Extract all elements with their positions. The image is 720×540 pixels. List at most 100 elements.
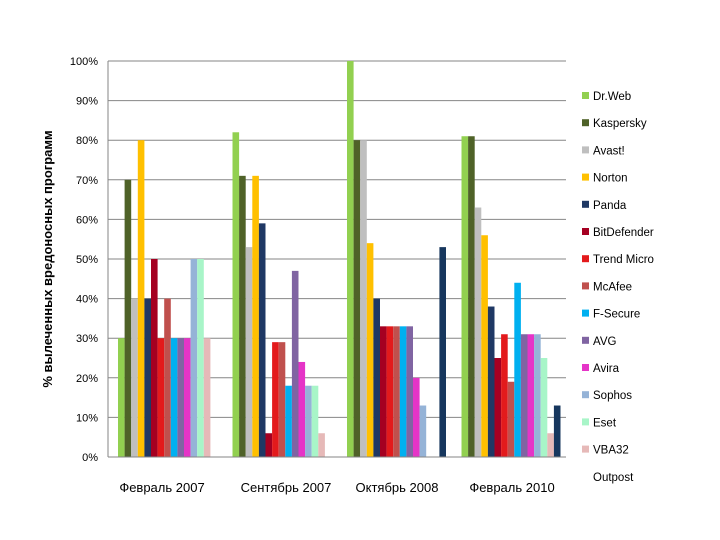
bar-dr-web-1 [232,132,240,457]
bar-outpost-2 [439,247,446,457]
bar-avg-0 [177,338,184,457]
legend-item: McAfee [582,281,632,293]
bar-bitdefender-2 [380,326,387,457]
bar-trend-micro-1 [272,342,279,457]
bar-sophos-0 [190,259,198,457]
legend-label: Sophos [593,390,632,402]
bar-vba32-1 [318,433,325,457]
legend-label: BitDefender [593,227,654,239]
legend-item: Dr.Web [582,91,631,103]
legend-swatch [582,309,589,317]
legend-label: F-Secure [593,309,640,321]
bar-vba32-0 [203,338,211,457]
bar-dr-web-2 [347,61,354,457]
legend-swatch [582,228,589,235]
legend-label: Outpost [593,472,634,484]
bar-avast--2 [360,140,367,457]
bar-mcafee-0 [164,298,171,457]
bar-sophos-1 [305,385,312,457]
legend-swatch [582,336,589,344]
bar-norton-1 [252,175,259,457]
legend-swatch [582,255,589,263]
y-tick-label: 80% [76,135,98,147]
legend-item: Kaspersky [582,118,647,130]
bar-avira-2 [413,377,420,457]
axes [107,61,566,458]
y-tick-label: 30% [76,333,98,345]
bar-avg-2 [406,326,413,457]
bars [118,61,561,458]
legend-label: Avira [593,363,620,375]
y-tick-label: 20% [76,373,98,385]
bar-eset-1 [311,385,319,457]
bar-mcafee-1 [278,342,286,457]
y-tick-label: 10% [76,412,98,424]
legend-item: Panda [582,200,627,212]
y-tick-label: 50% [76,254,98,266]
bar-sophos-3 [534,334,541,457]
x-tick-label: Февраль 2007 [119,480,204,495]
legend-item: AVG [582,336,616,348]
legend-label: Dr.Web [593,91,631,103]
bar-kaspersky-1 [239,175,246,457]
legend-swatch [582,119,589,127]
legend-item: Norton [582,173,628,185]
y-tick-label: 90% [76,96,98,108]
legend-swatch [582,364,589,371]
bar-norton-0 [137,140,145,457]
legend-item: Trend Micro [582,254,654,266]
legend-swatch [582,445,589,453]
legend-label: Trend Micro [593,254,654,266]
legend-label: Panda [593,200,627,212]
bar-bitdefender-3 [494,358,502,457]
y-tick-label: 70% [76,175,98,187]
bar-kaspersky-3 [468,136,475,458]
bar-panda-0 [144,298,151,457]
legend-item: Sophos [582,390,632,402]
bar-f-secure-3 [514,282,521,457]
legend-item: F-Secure [582,309,640,321]
y-tick-label: 40% [76,294,98,306]
x-tick-label: Февраль 2010 [469,480,554,495]
legend-item: Avast! [582,145,625,157]
legend-item: Avira [582,363,620,375]
bar-avira-3 [527,334,535,457]
bar-avg-3 [520,334,528,457]
y-tick-label: 0% [82,452,98,464]
bar-panda-2 [373,298,380,457]
bar-bitdefender-1 [265,433,273,457]
y-axis-ticks: 0% 10% 20% 30% 40% 50% 60% 70% 80% 90% 100% [70,56,98,464]
legend-swatch [582,173,589,181]
bar-avira-0 [184,338,191,457]
legend-item: VBA32 [582,445,629,457]
bar-avg-1 [291,270,299,457]
bar-norton-2 [366,243,374,457]
legend-label: VBA32 [593,445,629,457]
bar-trend-micro-3 [501,334,508,457]
y-tick-label: 60% [76,214,98,226]
legend: Dr.Web Kaspersky Avast! Norton Panda BitDefen… [582,91,654,484]
legend-swatch [582,146,589,154]
bar-avira-1 [298,361,306,457]
bar-sophos-2 [419,405,427,457]
bar-mcafee-2 [393,326,400,457]
bar-norton-3 [481,235,488,457]
bar-f-secure-0 [170,338,178,457]
x-axis-labels: Февраль 2007 Сентябрь 2007 Октябрь 2008 Фев… [119,480,554,495]
legend-swatch [582,391,589,399]
bar-bitdefender-0 [151,259,158,457]
bar-dr-web-0 [118,338,125,457]
legend-label: Kaspersky [593,118,647,130]
legend-swatch [582,282,589,290]
bar-trend-micro-0 [157,338,165,457]
bar-avast--0 [131,298,138,457]
legend-label: McAfee [593,281,632,293]
bar-f-secure-2 [399,326,407,457]
bar-vba32-3 [547,433,554,457]
bar-mcafee-3 [507,381,515,457]
bar-kaspersky-2 [353,140,361,457]
legend-label: Norton [593,173,628,185]
y-tick-label: 100% [70,56,98,68]
bar-avast--3 [474,207,482,457]
legend-swatch [582,92,589,99]
